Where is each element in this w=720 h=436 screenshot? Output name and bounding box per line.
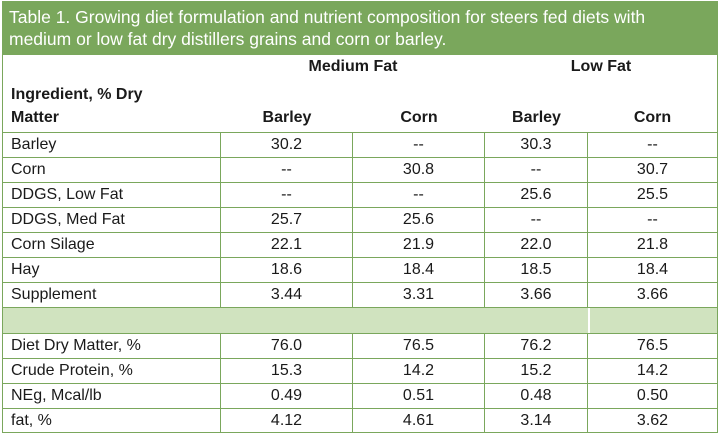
cell-value: 18.4 xyxy=(353,258,485,282)
table-row: Barley 30.2 -- 30.3 -- xyxy=(3,133,717,158)
table-row: Corn Silage 22.1 21.9 22.0 21.8 xyxy=(3,233,717,258)
cell-value: 25.7 xyxy=(221,208,353,232)
cell-value: 30.3 xyxy=(485,133,588,157)
row-label: Hay xyxy=(3,258,221,282)
table-row: Crude Protein, % 15.3 14.2 15.2 14.2 xyxy=(3,359,717,384)
ingredient-column-header: Ingredient, % Dry Matter xyxy=(3,80,221,132)
cell-value: 3.14 xyxy=(485,409,588,433)
cell-value: 3.66 xyxy=(485,283,588,307)
table-row: Hay 18.6 18.4 18.5 18.4 xyxy=(3,258,717,283)
cell-value: 18.6 xyxy=(221,258,353,282)
cell-value: 18.4 xyxy=(636,261,669,278)
cell-value: 3.66 xyxy=(636,286,669,303)
cell-value: 4.12 xyxy=(221,409,353,433)
cell-value: 21.8 xyxy=(636,236,669,253)
cell-value: -- xyxy=(647,136,658,153)
col-header-medium-corn: Corn xyxy=(400,109,438,126)
cell-value: 76.2 xyxy=(485,334,588,358)
row-label: DDGS, Med Fat xyxy=(3,208,221,232)
cell-value: 14.2 xyxy=(636,362,669,379)
cell-value: 25.5 xyxy=(636,186,669,203)
cell-value: 30.2 xyxy=(221,133,353,157)
cell-value: 3.62 xyxy=(636,412,669,429)
section-spacer-row xyxy=(3,308,717,334)
ingredient-header-line1: Ingredient, % Dry xyxy=(11,86,143,103)
row-label: NEg, Mcal/lb xyxy=(3,384,221,408)
cell-value: -- xyxy=(485,158,588,182)
group-low-fat: Low Fat xyxy=(570,58,632,75)
group-header-row: Medium Fat Low Fat xyxy=(3,55,717,80)
cell-value: 4.61 xyxy=(353,409,485,433)
table-row: Diet Dry Matter, % 76.0 76.5 76.2 76.5 xyxy=(3,334,717,359)
cell-value: 3.44 xyxy=(221,283,353,307)
cell-value: 0.51 xyxy=(353,384,485,408)
cell-value: 76.5 xyxy=(636,337,669,354)
cell-value: 22.1 xyxy=(221,233,353,257)
cell-value: -- xyxy=(221,158,353,182)
col-header-medium-barley: Barley xyxy=(262,109,312,126)
row-label: Corn xyxy=(3,158,221,182)
cell-value: -- xyxy=(221,183,353,207)
row-label: Corn Silage xyxy=(3,233,221,257)
row-label: DDGS, Low Fat xyxy=(3,183,221,207)
table-row: fat, % 4.12 4.61 3.14 3.62 xyxy=(3,409,717,434)
table-row: DDGS, Med Fat 25.7 25.6 -- -- xyxy=(3,208,717,233)
cell-value: 30.7 xyxy=(636,161,669,178)
cell-value: -- xyxy=(353,183,485,207)
cell-value: 76.5 xyxy=(353,334,485,358)
cell-value: 0.49 xyxy=(221,384,353,408)
cell-value: -- xyxy=(647,211,658,228)
col-header-low-corn: Corn xyxy=(633,109,672,126)
column-header-row: Ingredient, % Dry Matter Barley Corn Bar… xyxy=(3,80,717,133)
col-header-low-barley: Barley xyxy=(512,109,561,126)
row-label: Supplement xyxy=(3,283,221,307)
cell-value: 25.6 xyxy=(353,208,485,232)
table-row: Corn -- 30.8 -- 30.7 xyxy=(3,158,717,183)
table-row: NEg, Mcal/lb 0.49 0.51 0.48 0.50 xyxy=(3,384,717,409)
cell-value: -- xyxy=(353,133,485,157)
spacer-divider xyxy=(588,308,590,333)
ingredient-header-line2: Matter xyxy=(11,109,60,126)
cell-value: -- xyxy=(485,208,588,232)
cell-value: 21.9 xyxy=(353,233,485,257)
cell-value: 25.6 xyxy=(485,183,588,207)
row-label: fat, % xyxy=(3,409,221,433)
row-label: Crude Protein, % xyxy=(3,359,221,383)
table-row: DDGS, Low Fat -- -- 25.6 25.5 xyxy=(3,183,717,208)
cell-value: 0.48 xyxy=(485,384,588,408)
cell-value: 15.3 xyxy=(221,359,353,383)
cell-value: 3.31 xyxy=(353,283,485,307)
cell-value: 0.50 xyxy=(636,387,669,404)
cell-value: 14.2 xyxy=(353,359,485,383)
group-medium-fat: Medium Fat xyxy=(308,58,398,75)
cell-value: 15.2 xyxy=(485,359,588,383)
cell-value: 30.8 xyxy=(353,158,485,182)
cell-value: 22.0 xyxy=(485,233,588,257)
cell-value: 76.0 xyxy=(221,334,353,358)
cell-value: 18.5 xyxy=(485,258,588,282)
row-label: Diet Dry Matter, % xyxy=(3,334,221,358)
table-row: Supplement 3.44 3.31 3.66 3.66 xyxy=(3,283,717,308)
table-title: Table 1. Growing diet formulation and nu… xyxy=(3,2,717,55)
row-label: Barley xyxy=(3,133,221,157)
